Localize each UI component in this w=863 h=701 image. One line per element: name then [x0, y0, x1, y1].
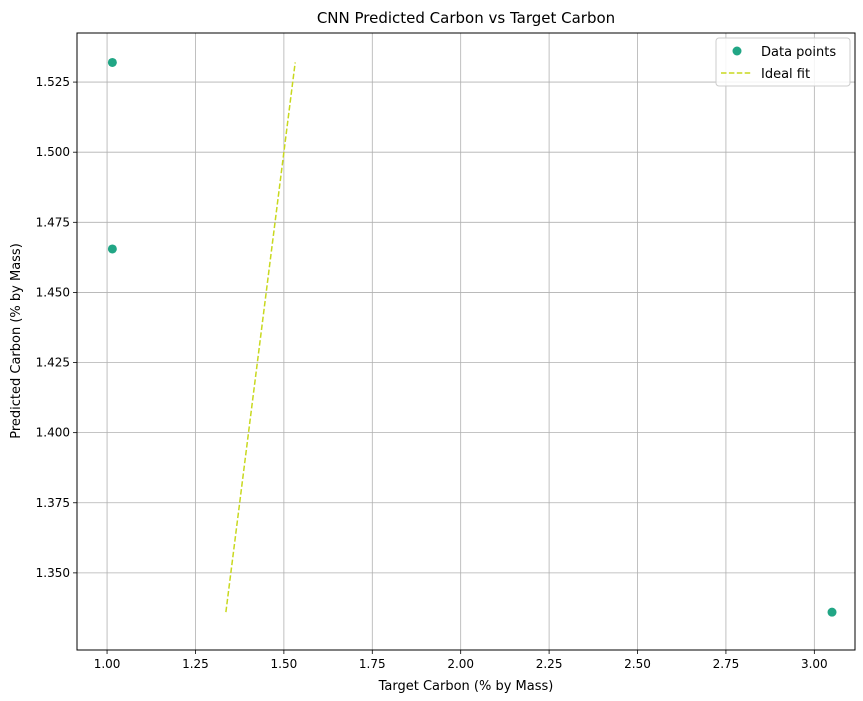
legend-label-ideal-fit: Ideal fit: [761, 67, 810, 82]
y-tick-label: 1.475: [36, 215, 70, 229]
y-axis-ticks: 1.350 1.375 1.400 1.425 1.450 1.475 1.500 1.525: [36, 75, 77, 580]
y-tick-label: 1.525: [36, 75, 70, 89]
y-tick-label: 1.375: [36, 496, 70, 510]
y-tick-label: 1.400: [36, 426, 70, 440]
x-tick-label: 1.50: [271, 657, 298, 671]
y-axis-label: Predicted Carbon (% by Mass): [9, 243, 24, 439]
y-tick-label: 1.350: [36, 566, 70, 580]
x-tick-label: 2.75: [713, 657, 740, 671]
x-tick-label: 3.00: [801, 657, 828, 671]
x-tick-label: 1.75: [359, 657, 386, 671]
x-tick-label: 2.00: [447, 657, 474, 671]
y-tick-label: 1.425: [36, 356, 70, 370]
series-layer: [107, 57, 837, 617]
grid-lines: [77, 33, 855, 650]
ideal-fit-line: [225, 62, 296, 613]
plot-frame: [76, 32, 856, 651]
x-tick-label: 1.25: [182, 657, 209, 671]
chart-title: CNN Predicted Carbon vs Target Carbon: [317, 9, 615, 27]
legend-marker-data-points: [732, 46, 742, 56]
x-axis-ticks: 1.00 1.25 1.50 1.75 2.00 2.25 2.50 2.75 3.00: [94, 650, 828, 671]
data-point: [827, 607, 837, 617]
y-tick-label: 1.500: [36, 145, 70, 159]
y-tick-label: 1.450: [36, 285, 70, 299]
x-tick-label: 1.00: [94, 657, 121, 671]
x-tick-label: 2.25: [536, 657, 563, 671]
legend: Data points Ideal fit: [715, 37, 851, 87]
legend-box: [715, 37, 851, 87]
data-point: [107, 244, 117, 254]
data-point: [107, 57, 117, 67]
x-tick-label: 2.50: [624, 657, 651, 671]
legend-label-data-points: Data points: [761, 45, 836, 60]
x-axis-label: Target Carbon (% by Mass): [378, 679, 554, 694]
